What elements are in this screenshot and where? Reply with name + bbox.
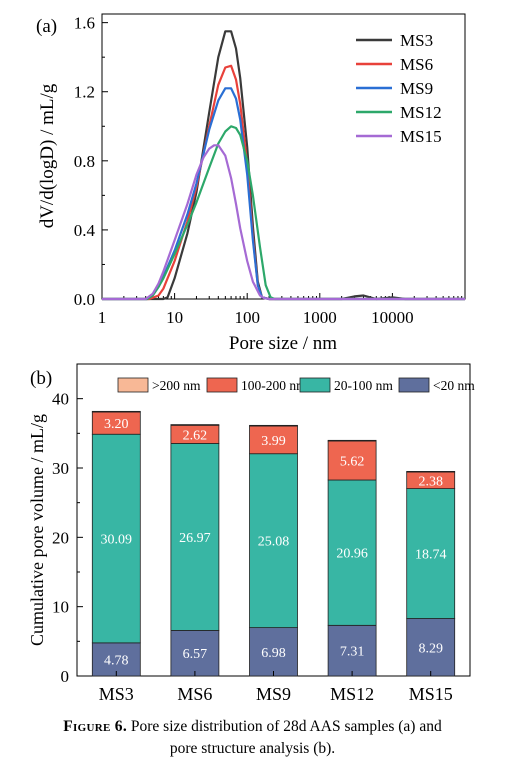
caption-line-1: Pore size distribution of 28d AAS sample… [130, 718, 442, 735]
legend-swatch-b [299, 377, 331, 393]
bar-chart-legend: >200 nm 100-200 nm 20-100 nm <20 nm [117, 377, 475, 393]
data-label: 30.09 [101, 533, 133, 548]
legend-swatch-b [117, 377, 149, 393]
bar-segment-ms15 [406, 618, 456, 677]
figure-caption: Figure 6. Pore size distribution of 28d … [0, 716, 505, 760]
data-label: 26.97 [179, 531, 211, 546]
data-label: 6.98 [261, 646, 286, 661]
bar-segment-ms12 [327, 440, 377, 481]
category-label: MS12 [330, 684, 374, 704]
legend-label-ms9: MS9 [400, 79, 433, 98]
y-tick-label-b: 20 [52, 528, 69, 547]
panel-label-b: (b) [30, 368, 52, 389]
data-label: 25.08 [258, 535, 290, 550]
legend-label-b: >200 nm [152, 378, 201, 393]
y-axis-label-a: dV/d(logD) / mL/g [37, 83, 58, 228]
x-tick-label-a: 1000 [303, 308, 337, 327]
bar-segment-ms12 [327, 439, 377, 442]
x-axis-label-a: Pore size / nm [229, 333, 337, 354]
bar-segment-ms6 [170, 630, 220, 677]
x-tick-label-a: 10 [166, 308, 183, 327]
y-tick-label-b: 30 [52, 459, 69, 478]
data-label: 2.38 [418, 474, 443, 489]
bar-segment-ms9 [249, 453, 298, 629]
legend-label-b: 100-200 nm [241, 378, 307, 393]
legend-label-ms6: MS6 [400, 55, 433, 74]
x-tick-label-a: 10000 [371, 308, 414, 327]
data-label: 4.78 [104, 653, 129, 668]
legend-label-ms3: MS3 [400, 31, 433, 50]
y-tick-label-a: 0.8 [74, 152, 95, 171]
bar-segment-ms6 [170, 424, 220, 426]
bar-segment-ms9 [249, 627, 298, 677]
category-label: MS6 [177, 684, 212, 704]
data-label: 5.62 [340, 455, 365, 470]
y-tick-label-a: 0.0 [74, 290, 95, 309]
data-label: 3.20 [104, 417, 129, 432]
bar-segment-ms3 [91, 410, 141, 413]
y-tick-label-b: 0 [61, 667, 70, 686]
bar-segment-ms12 [327, 624, 377, 677]
bar-segment-ms12 [327, 479, 377, 626]
data-label: 7.31 [340, 645, 365, 660]
series-line-ms15 [102, 144, 465, 301]
stacked-bar-chart-panel: (b) >200 nm 100-200 nm 20-100 nm <20 nm 4.7… [27, 363, 475, 704]
data-label: 18.74 [415, 548, 447, 563]
y-tick-label-a: 0.4 [74, 221, 96, 240]
legend-label-b: <20 nm [433, 378, 475, 393]
bar-segment-ms9 [249, 425, 298, 455]
data-label: 20.96 [336, 547, 368, 562]
legend-label-ms12: MS12 [400, 103, 442, 122]
legend-label-ms15: MS15 [400, 127, 442, 146]
y-tick-label-a: 1.2 [74, 83, 95, 102]
line-chart-legend: MS3 MS6 MS9 MS12 MS15 [356, 31, 442, 146]
panel-label-a: (a) [36, 16, 57, 37]
y-tick-label-b: 10 [52, 598, 69, 617]
y-tick-label-a: 1.6 [74, 14, 95, 33]
bar-segment-ms9 [249, 424, 298, 427]
bar-segment-ms15 [406, 488, 456, 619]
data-label: 2.62 [183, 428, 208, 443]
data-label: 6.57 [183, 647, 208, 662]
caption-label: Figure 6. [63, 718, 128, 735]
y-tick-label-b: 40 [52, 390, 69, 409]
bar-segment-ms3 [91, 642, 141, 677]
legend-label-b: 20-100 nm [334, 378, 393, 393]
data-label: 8.29 [418, 641, 443, 656]
series-line-ms6 [102, 64, 465, 301]
x-tick-label-a: 100 [234, 308, 260, 327]
legend-swatch-b [398, 377, 430, 393]
bar-segment-ms15 [406, 470, 456, 473]
series-line-ms12 [102, 125, 465, 301]
bar-segment-ms3 [91, 433, 141, 644]
category-label: MS15 [409, 684, 453, 704]
x-tick-label-a: 1 [98, 308, 107, 327]
legend-swatch-b [206, 377, 238, 393]
caption-line-2: pore structure analysis (b). [169, 740, 336, 757]
data-label: 3.99 [261, 434, 286, 449]
category-label: MS9 [256, 684, 291, 704]
category-label: MS3 [99, 684, 134, 704]
y-axis-label-b: Cumulative pore volume / mL/g [27, 414, 47, 646]
